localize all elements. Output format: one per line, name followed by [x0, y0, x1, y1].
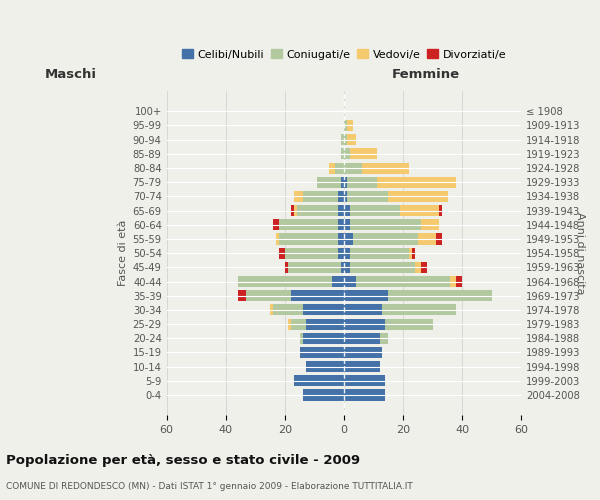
- Bar: [415, 262, 421, 273]
- Bar: [341, 176, 344, 188]
- Bar: [344, 347, 382, 358]
- Bar: [377, 176, 457, 188]
- Y-axis label: Fasce di età: Fasce di età: [118, 220, 128, 286]
- Bar: [247, 290, 291, 301]
- Bar: [299, 347, 344, 358]
- Bar: [439, 205, 442, 216]
- Bar: [409, 248, 412, 258]
- Bar: [457, 276, 463, 287]
- Bar: [350, 148, 377, 160]
- Text: Femmine: Femmine: [392, 68, 460, 81]
- Bar: [276, 234, 279, 244]
- Bar: [344, 234, 353, 244]
- Bar: [344, 361, 380, 372]
- Bar: [344, 376, 385, 386]
- Bar: [238, 290, 247, 301]
- Bar: [238, 276, 332, 287]
- Bar: [302, 304, 344, 316]
- Bar: [380, 332, 388, 344]
- Bar: [341, 134, 344, 145]
- Text: Maschi: Maschi: [45, 68, 97, 81]
- Bar: [273, 304, 302, 316]
- Bar: [279, 248, 285, 258]
- Bar: [451, 276, 457, 287]
- Bar: [347, 134, 356, 145]
- Bar: [418, 234, 436, 244]
- Bar: [344, 290, 388, 301]
- Bar: [294, 191, 302, 202]
- Bar: [279, 220, 338, 230]
- Bar: [338, 205, 344, 216]
- Bar: [344, 176, 347, 188]
- Text: COMUNE DI REDONDESCO (MN) - Dati ISTAT 1° gennaio 2009 - Elaborazione TUTTITALIA: COMUNE DI REDONDESCO (MN) - Dati ISTAT 1…: [6, 482, 413, 491]
- Bar: [335, 162, 344, 173]
- Bar: [338, 191, 344, 202]
- Bar: [317, 176, 341, 188]
- Bar: [436, 234, 442, 244]
- Bar: [356, 276, 451, 287]
- Bar: [285, 262, 288, 273]
- Bar: [302, 332, 344, 344]
- Bar: [421, 262, 427, 273]
- Legend: Celibi/Nubili, Coniugati/e, Vedovi/e, Divorziati/e: Celibi/Nubili, Coniugati/e, Vedovi/e, Di…: [178, 44, 511, 64]
- Bar: [344, 120, 347, 131]
- Bar: [347, 176, 377, 188]
- Bar: [302, 191, 338, 202]
- Bar: [338, 220, 344, 230]
- Bar: [288, 262, 341, 273]
- Bar: [388, 290, 492, 301]
- Bar: [338, 248, 344, 258]
- Bar: [344, 262, 350, 273]
- Bar: [341, 262, 344, 273]
- Bar: [350, 262, 415, 273]
- Bar: [338, 234, 344, 244]
- Bar: [332, 276, 344, 287]
- Bar: [347, 120, 353, 131]
- Bar: [344, 191, 347, 202]
- Bar: [344, 162, 362, 173]
- Bar: [344, 390, 385, 400]
- Bar: [294, 376, 344, 386]
- Bar: [350, 220, 421, 230]
- Bar: [344, 205, 350, 216]
- Bar: [344, 248, 350, 258]
- Bar: [291, 290, 344, 301]
- Bar: [270, 304, 273, 316]
- Bar: [400, 205, 439, 216]
- Bar: [344, 318, 385, 330]
- Bar: [412, 248, 415, 258]
- Bar: [305, 318, 344, 330]
- Bar: [279, 234, 338, 244]
- Bar: [344, 332, 380, 344]
- Bar: [344, 134, 347, 145]
- Bar: [341, 148, 344, 160]
- Bar: [302, 390, 344, 400]
- Bar: [421, 220, 439, 230]
- Bar: [347, 191, 388, 202]
- Bar: [382, 304, 457, 316]
- Bar: [291, 205, 294, 216]
- Bar: [362, 162, 409, 173]
- Bar: [288, 318, 291, 330]
- Bar: [285, 248, 338, 258]
- Bar: [344, 304, 382, 316]
- Bar: [329, 162, 335, 173]
- Bar: [296, 205, 338, 216]
- Bar: [299, 332, 302, 344]
- Y-axis label: Anni di nascita: Anni di nascita: [575, 212, 585, 294]
- Bar: [350, 205, 400, 216]
- Text: Popolazione per età, sesso e stato civile - 2009: Popolazione per età, sesso e stato civil…: [6, 454, 360, 467]
- Bar: [344, 148, 350, 160]
- Bar: [344, 220, 350, 230]
- Bar: [353, 234, 418, 244]
- Bar: [385, 318, 433, 330]
- Bar: [350, 248, 409, 258]
- Bar: [388, 191, 448, 202]
- Bar: [305, 361, 344, 372]
- Bar: [291, 318, 305, 330]
- Bar: [294, 205, 296, 216]
- Bar: [344, 276, 356, 287]
- Bar: [273, 220, 279, 230]
